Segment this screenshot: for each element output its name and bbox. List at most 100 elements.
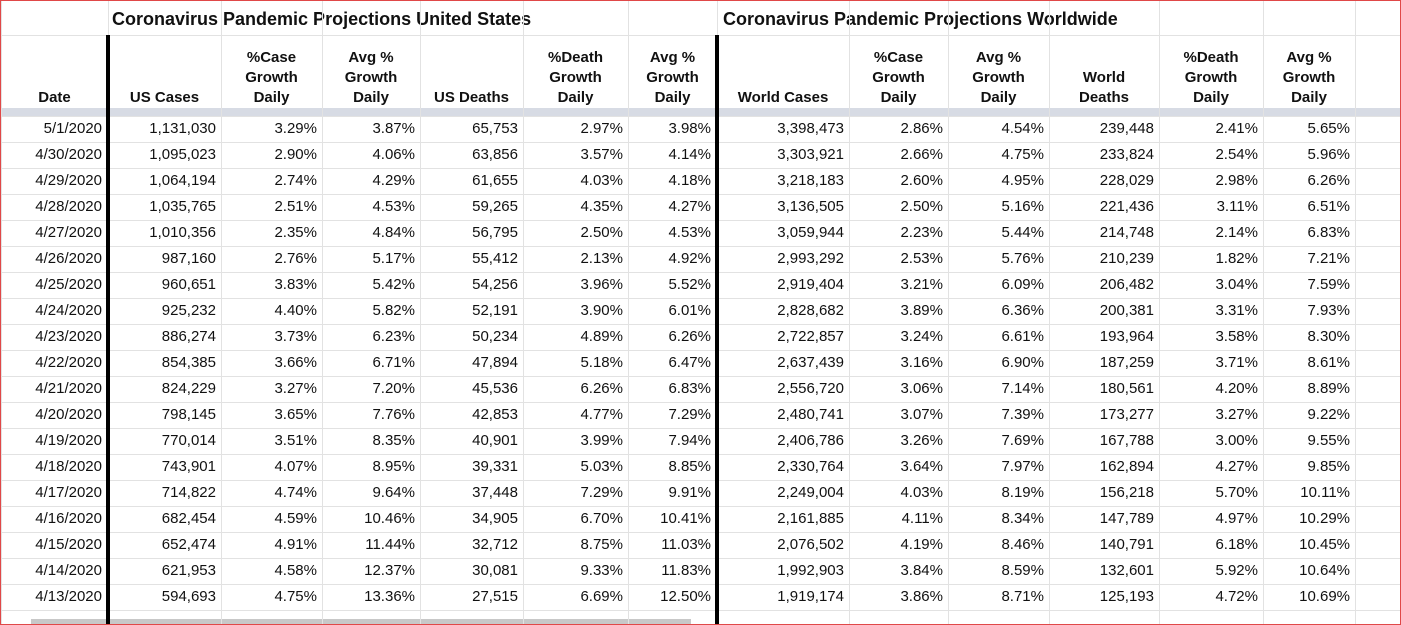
grid-line — [1, 532, 1400, 533]
grid-line — [1, 584, 1400, 585]
grid-line — [1, 246, 1400, 247]
cell: 6.69% — [580, 588, 623, 605]
world-title: Coronavirus Pandemic Projections Worldwi… — [723, 9, 1118, 29]
cell: 4/22/2020 — [35, 354, 102, 371]
cell: 56,795 — [472, 224, 518, 241]
scrollbar[interactable] — [31, 619, 691, 624]
cell: 40,901 — [472, 432, 518, 449]
cell: 4/18/2020 — [35, 458, 102, 475]
cell: 6.23% — [372, 328, 415, 345]
cell: 1,095,023 — [149, 146, 216, 163]
cell: 2,330,764 — [777, 458, 844, 475]
cell: 7.97% — [1001, 458, 1044, 475]
cell: 55,412 — [472, 250, 518, 267]
cell: 59,265 — [472, 198, 518, 215]
cell: 854,385 — [161, 354, 216, 371]
cell: 4/26/2020 — [35, 250, 102, 267]
cell: 34,905 — [472, 510, 518, 527]
cell: 8.75% — [580, 536, 623, 553]
column-header: Growth — [972, 69, 1025, 86]
column-header: Daily — [654, 89, 691, 106]
cell: 6.09% — [1001, 276, 1044, 293]
cell: 4.27% — [668, 198, 711, 215]
cell: 4/24/2020 — [35, 302, 102, 319]
cell: 7.39% — [1001, 406, 1044, 423]
cell: 2,722,857 — [777, 328, 844, 345]
cell: 3.58% — [1215, 328, 1258, 345]
cell: 2.23% — [900, 224, 943, 241]
cell: 3.27% — [274, 380, 317, 397]
cell: 3.24% — [900, 328, 943, 345]
cell: 65,753 — [472, 120, 518, 137]
cell: 3.86% — [900, 588, 943, 605]
cell: 682,454 — [161, 510, 216, 527]
cell: 233,824 — [1099, 146, 1154, 163]
cell: 10.64% — [1299, 562, 1350, 579]
grid-line — [1, 168, 1400, 169]
cell: 3.98% — [668, 120, 711, 137]
cell: 6.26% — [1307, 172, 1350, 189]
grid-line — [1355, 1, 1356, 624]
cell: 4/14/2020 — [35, 562, 102, 579]
cell: 4.58% — [274, 562, 317, 579]
cell: 2.50% — [900, 198, 943, 215]
column-header: Growth — [1282, 69, 1336, 86]
cell: 4.29% — [372, 172, 415, 189]
cell: 1,992,903 — [777, 562, 844, 579]
cell: 10.46% — [364, 510, 415, 527]
cell: 6.51% — [1307, 198, 1350, 215]
cell: 200,381 — [1099, 302, 1154, 319]
cell: 4.35% — [580, 198, 623, 215]
cell: 5.42% — [372, 276, 415, 293]
cell: 2.41% — [1215, 120, 1258, 137]
column-header: Growth — [549, 69, 602, 86]
cell: 1,131,030 — [149, 120, 216, 137]
cell: 2,828,682 — [777, 302, 844, 319]
grid-line — [1, 506, 1400, 507]
cell: 239,448 — [1099, 120, 1154, 137]
cell: 180,561 — [1099, 380, 1154, 397]
cell: 8.35% — [372, 432, 415, 449]
grid-line — [1263, 1, 1264, 624]
cell: 4.95% — [1001, 172, 1044, 189]
cell: 4.59% — [274, 510, 317, 527]
column-header: Date — [38, 89, 71, 106]
cell: 3.71% — [1215, 354, 1258, 371]
cell: 6.83% — [1307, 224, 1350, 241]
cell: 2.50% — [580, 224, 623, 241]
column-header: Growth — [872, 69, 925, 86]
cell: 3,059,944 — [777, 224, 844, 241]
cell: 4/13/2020 — [35, 588, 102, 605]
cell: 4.40% — [274, 302, 317, 319]
cell: 5.44% — [1001, 224, 1044, 241]
cell: 6.47% — [668, 354, 711, 371]
cell: 4.03% — [900, 484, 943, 501]
cell: 2,406,786 — [777, 432, 844, 449]
cell: 4.14% — [668, 146, 711, 163]
cell: 4/15/2020 — [35, 536, 102, 553]
cell: 798,145 — [161, 406, 216, 423]
grid-line — [420, 1, 421, 624]
cell: 45,536 — [472, 380, 518, 397]
cell: 9.91% — [668, 484, 711, 501]
cell: 4.92% — [668, 250, 711, 267]
cell: 8.34% — [1001, 510, 1044, 527]
cell: 2.35% — [274, 224, 317, 241]
column-header: %Case — [873, 49, 924, 66]
cell: 4.11% — [901, 510, 943, 527]
cell: 7.21% — [1307, 250, 1350, 267]
us-title: Coronavirus Pandemic Projections United … — [112, 9, 532, 29]
cell: 2.66% — [900, 146, 943, 163]
cell: 3.64% — [900, 458, 943, 475]
cell: 210,239 — [1099, 250, 1154, 267]
cell: 4/19/2020 — [35, 432, 102, 449]
cell: 7.94% — [668, 432, 711, 449]
cell: 9.85% — [1307, 458, 1350, 475]
grid-line — [1, 272, 1400, 273]
cell: 4.18% — [668, 172, 711, 189]
cell: 2.54% — [1215, 146, 1258, 163]
cell: 3.96% — [580, 276, 623, 293]
cell: 12.50% — [660, 588, 711, 605]
cell: 4.97% — [1215, 510, 1258, 527]
cell: 5.82% — [372, 302, 415, 319]
